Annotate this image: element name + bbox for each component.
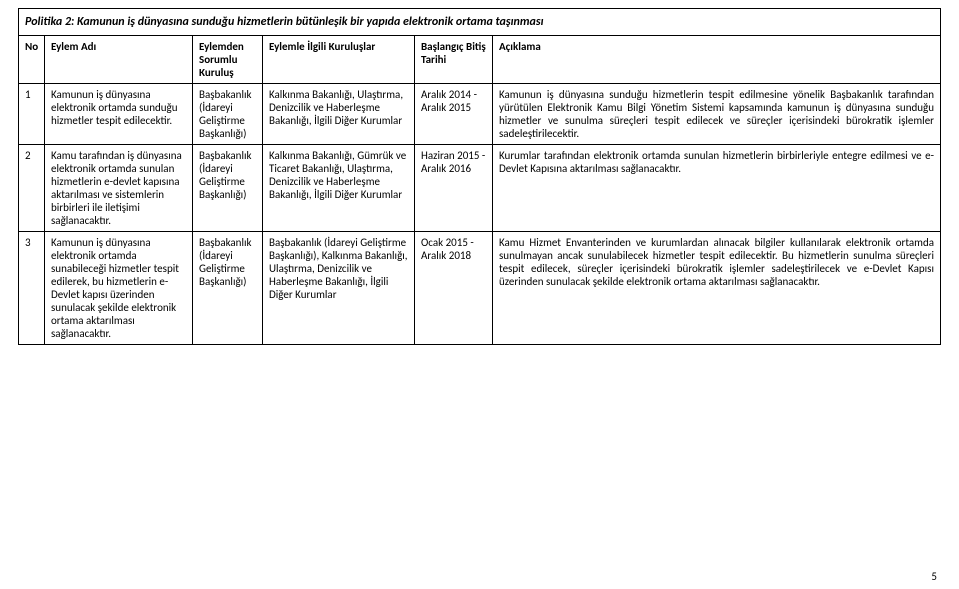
table-row: 2 Kamu tarafından iş dünyasına elektroni… — [19, 145, 941, 232]
cell-tarih: Ocak 2015 - Aralık 2018 — [415, 232, 493, 345]
header-tarih: Başlangıç Bitiş Tarihi — [415, 36, 493, 84]
cell-no: 3 — [19, 232, 45, 345]
cell-aciklama: Kurumlar tarafından elektronik ortamda s… — [493, 145, 941, 232]
cell-sorumlu: Başbakanlık (İdareyi Geliştirme Başkanlı… — [193, 145, 263, 232]
document-page: Politika 2: Kamunun iş dünyasına sunduğu… — [0, 0, 959, 589]
cell-eylem-adi: Kamunun iş dünyasına elektronik ortamda … — [45, 232, 193, 345]
header-aciklama: Açıklama — [493, 36, 941, 84]
cell-sorumlu: Başbakanlık (İdareyi Geliştirme Başkanlı… — [193, 84, 263, 145]
header-ilgili: Eylemle İlgili Kuruluşlar — [263, 36, 415, 84]
cell-eylem-adi: Kamunun iş dünyasına elektronik ortamda … — [45, 84, 193, 145]
page-number: 5 — [931, 570, 937, 583]
cell-tarih: Aralık 2014 - Aralık 2015 — [415, 84, 493, 145]
cell-ilgili: Kalkınma Bakanlığı, Ulaştırma, Denizcili… — [263, 84, 415, 145]
cell-sorumlu: Başbakanlık (İdareyi Geliştirme Başkanlı… — [193, 232, 263, 345]
header-no: No — [19, 36, 45, 84]
header-eylem-adi: Eylem Adı — [45, 36, 193, 84]
table-row: 1 Kamunun iş dünyasına elektronik ortamd… — [19, 84, 941, 145]
table-header-row: No Eylem Adı Eylemden Sorumlu Kuruluş Ey… — [19, 36, 941, 84]
cell-no: 1 — [19, 84, 45, 145]
cell-aciklama: Kamu Hizmet Envanterinden ve kurumlardan… — [493, 232, 941, 345]
table-title-row: Politika 2: Kamunun iş dünyasına sunduğu… — [19, 9, 941, 36]
policy-table: Politika 2: Kamunun iş dünyasına sunduğu… — [18, 8, 941, 345]
cell-no: 2 — [19, 145, 45, 232]
cell-eylem-adi: Kamu tarafından iş dünyasına elektronik … — [45, 145, 193, 232]
cell-aciklama: Kamunun iş dünyasına sunduğu hizmetlerin… — [493, 84, 941, 145]
header-sorumlu: Eylemden Sorumlu Kuruluş — [193, 36, 263, 84]
table-row: 3 Kamunun iş dünyasına elektronik ortamd… — [19, 232, 941, 345]
cell-ilgili: Kalkınma Bakanlığı, Gümrük ve Ticaret Ba… — [263, 145, 415, 232]
policy-title: Politika 2: Kamunun iş dünyasına sunduğu… — [19, 9, 941, 36]
cell-tarih: Haziran 2015 - Aralık 2016 — [415, 145, 493, 232]
cell-ilgili: Başbakanlık (İdareyi Geliştirme Başkanlı… — [263, 232, 415, 345]
